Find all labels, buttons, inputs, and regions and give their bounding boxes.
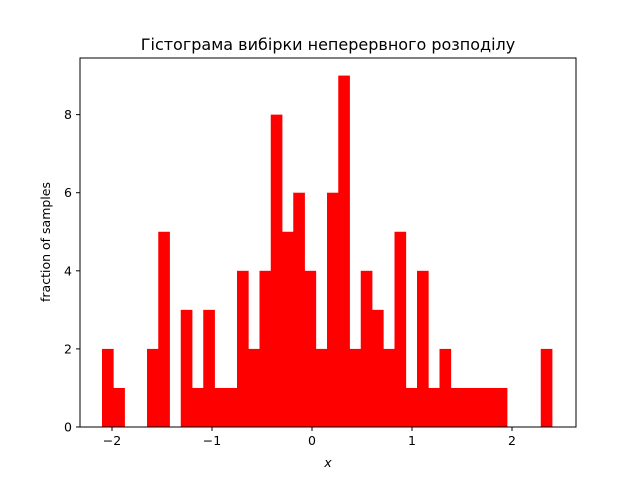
x-tick-label: 0 bbox=[308, 433, 316, 448]
chart-title: Гістограма вибірки неперервного розподіл… bbox=[141, 35, 516, 54]
y-tick-label: 0 bbox=[64, 420, 72, 435]
histogram-bar bbox=[383, 348, 395, 427]
x-tick-label: −2 bbox=[103, 433, 121, 448]
y-tick-label: 6 bbox=[64, 185, 72, 200]
histogram-bar bbox=[327, 192, 339, 427]
x-tick-label: 1 bbox=[408, 433, 416, 448]
histogram-bar bbox=[270, 114, 283, 427]
histogram-bar bbox=[192, 387, 204, 427]
y-axis-ticks: 0 2 4 6 8 bbox=[64, 107, 80, 435]
x-tick-label: −1 bbox=[203, 433, 221, 448]
histogram-bar bbox=[428, 387, 440, 427]
y-tick-label: 2 bbox=[64, 341, 72, 356]
histogram-bar bbox=[450, 387, 463, 427]
histogram-bar bbox=[102, 348, 114, 427]
histogram-bar bbox=[214, 387, 227, 427]
histogram-bar bbox=[495, 387, 508, 427]
bars-group bbox=[102, 75, 553, 428]
histogram-bar bbox=[293, 192, 305, 427]
histogram-bar bbox=[203, 309, 215, 427]
histogram-bar bbox=[225, 387, 238, 427]
histogram-bar bbox=[315, 348, 328, 427]
y-tick-label: 4 bbox=[64, 263, 72, 278]
histogram-bar bbox=[304, 270, 317, 427]
histogram-bar bbox=[237, 270, 249, 427]
x-tick-label: 2 bbox=[508, 433, 516, 448]
histogram-bar bbox=[158, 231, 170, 427]
histogram-bar bbox=[349, 348, 362, 427]
plot-frame bbox=[79, 57, 577, 428]
histogram-bar bbox=[372, 309, 384, 427]
histogram-bar bbox=[259, 270, 272, 427]
histogram-bar bbox=[473, 387, 485, 427]
histogram-bar bbox=[248, 348, 260, 427]
x-axis-ticks: −2 −1 0 1 2 bbox=[103, 427, 516, 448]
histogram-bar bbox=[180, 309, 193, 427]
histogram-bar bbox=[462, 387, 474, 427]
x-axis-label: x bbox=[323, 455, 332, 470]
histogram-bar bbox=[417, 270, 429, 427]
histogram-bar bbox=[439, 348, 452, 427]
histogram-bar bbox=[540, 348, 553, 427]
histogram-bar bbox=[338, 75, 350, 428]
histogram-bar bbox=[405, 387, 418, 427]
histogram-bar bbox=[113, 387, 125, 427]
histogram-bar bbox=[282, 231, 294, 427]
histogram-bar bbox=[394, 231, 407, 427]
histogram-bar bbox=[484, 387, 497, 427]
y-tick-label: 8 bbox=[64, 107, 72, 122]
histogram-bar bbox=[360, 270, 373, 427]
y-axis-label: fraction of samples bbox=[38, 182, 53, 302]
histogram-bar bbox=[147, 348, 159, 427]
